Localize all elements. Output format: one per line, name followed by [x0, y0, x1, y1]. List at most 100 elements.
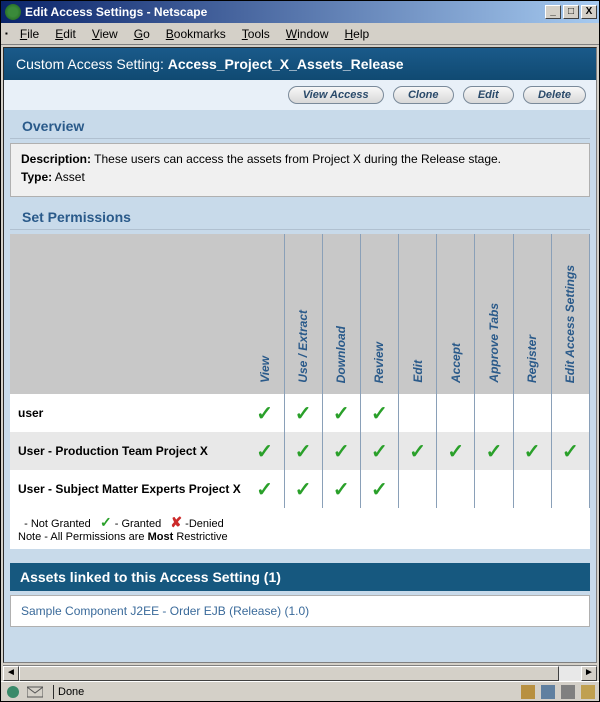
col-use-extract: Use / Extract: [284, 234, 322, 394]
menu-go[interactable]: Go: [126, 25, 158, 43]
header-prefix: Custom Access Setting:: [16, 56, 168, 72]
check-icon: ✓: [562, 441, 579, 463]
tray-icon-1[interactable]: [521, 685, 535, 699]
check-icon: ✓: [409, 441, 426, 463]
permission-cell: [475, 470, 513, 508]
check-icon: ✓: [447, 441, 464, 463]
check-icon: ✓: [333, 403, 350, 425]
check-icon: ✓: [333, 441, 350, 463]
titlebar: Edit Access Settings - Netscape _ □ X: [1, 1, 599, 23]
check-icon: ✓: [256, 403, 273, 425]
legend-note-suffix: Restrictive: [173, 531, 227, 543]
col-edit-access-settings: Edit Access Settings: [551, 234, 589, 394]
scroll-right-arrow-icon[interactable]: ►: [581, 666, 597, 681]
window-title: Edit Access Settings - Netscape: [25, 5, 207, 19]
type-value: Asset: [55, 170, 85, 184]
content-area: Custom Access Setting: Access_Project_X_…: [3, 47, 597, 663]
permission-cell: ✓: [284, 470, 322, 508]
permissions-header-empty: [10, 234, 246, 394]
scroll-thumb[interactable]: [19, 666, 559, 681]
permissions-legend: - Not Granted ✓ - Granted ✘ -Denied Note…: [10, 508, 590, 549]
header-name: Access_Project_X_Assets_Release: [168, 56, 404, 72]
action-row: View Access Clone Edit Delete: [4, 80, 596, 110]
permission-cell: ✓: [360, 394, 398, 432]
check-icon: ✓: [256, 479, 273, 501]
menu-help[interactable]: Help: [336, 25, 377, 43]
permission-cell: [399, 394, 437, 432]
row-label: User - Production Team Project X: [10, 432, 246, 470]
mail-status-icon[interactable]: [27, 684, 43, 700]
lock-icon[interactable]: [581, 685, 595, 699]
clone-button[interactable]: Clone: [393, 86, 454, 104]
permission-cell: [513, 470, 551, 508]
permission-cell: ✓: [246, 394, 284, 432]
close-button[interactable]: X: [581, 5, 597, 19]
check-icon: ✓: [295, 441, 312, 463]
tray-icon-2[interactable]: [541, 685, 555, 699]
table-row: User - Subject Matter Experts Project X✓…: [10, 470, 590, 508]
permission-cell: ✓: [246, 470, 284, 508]
menu-view[interactable]: View: [84, 25, 126, 43]
menubar: ▪ File Edit View Go Bookmarks Tools Wind…: [1, 23, 599, 45]
col-register: Register: [513, 234, 551, 394]
permission-cell: ✓: [246, 432, 284, 470]
edit-button[interactable]: Edit: [463, 86, 514, 104]
tray-icon-3[interactable]: [561, 685, 575, 699]
page-header: Custom Access Setting: Access_Project_X_…: [4, 48, 596, 80]
scroll-left-arrow-icon[interactable]: ◄: [3, 666, 19, 681]
permission-cell: ✓: [360, 432, 398, 470]
row-label: user: [10, 394, 246, 432]
col-accept: Accept: [437, 234, 475, 394]
check-icon: ✓: [295, 403, 312, 425]
menu-file[interactable]: File: [12, 25, 47, 43]
check-icon: ✓: [371, 441, 388, 463]
status-text: Done: [58, 686, 84, 698]
permission-cell: ✓: [437, 432, 475, 470]
overview-box: Description: These users can access the …: [10, 143, 590, 197]
maximize-button[interactable]: □: [563, 5, 579, 19]
asset-item[interactable]: Sample Component J2EE - Order EJB (Relea…: [21, 604, 309, 618]
minimize-button[interactable]: _: [545, 5, 561, 19]
check-icon: ✓: [486, 441, 503, 463]
permission-cell: [513, 394, 551, 432]
permission-cell: [437, 394, 475, 432]
menubar-grip-icon: ▪: [5, 29, 8, 38]
permissions-header-row: View Use / Extract Download Review Edit …: [10, 234, 590, 394]
assets-heading: Assets linked to this Access Setting (1): [10, 563, 590, 591]
permission-cell: [551, 394, 589, 432]
permissions-table-wrap: View Use / Extract Download Review Edit …: [10, 234, 590, 549]
permission-cell: [399, 470, 437, 508]
permission-cell: ✓: [322, 432, 360, 470]
app-icon: [5, 4, 21, 20]
permissions-heading: Set Permissions: [10, 201, 590, 230]
legend-note-prefix: Note - All Permissions are: [18, 531, 148, 543]
check-icon: ✓: [100, 514, 112, 530]
permission-cell: ✓: [475, 432, 513, 470]
menu-bookmarks[interactable]: Bookmarks: [158, 25, 234, 43]
check-icon: ✓: [256, 441, 273, 463]
permission-cell: ✓: [513, 432, 551, 470]
legend-not-granted: - Not Granted: [24, 518, 91, 530]
view-access-button[interactable]: View Access: [288, 86, 384, 104]
delete-button[interactable]: Delete: [523, 86, 586, 104]
menu-edit[interactable]: Edit: [47, 25, 84, 43]
netscape-status-icon: [5, 684, 21, 700]
permission-cell: ✓: [399, 432, 437, 470]
overview-heading: Overview: [10, 110, 590, 139]
col-edit: Edit: [399, 234, 437, 394]
menu-tools[interactable]: Tools: [234, 25, 278, 43]
check-icon: ✓: [333, 479, 350, 501]
permission-cell: ✓: [322, 470, 360, 508]
check-icon: ✓: [295, 479, 312, 501]
permission-cell: [551, 470, 589, 508]
permission-cell: ✓: [322, 394, 360, 432]
scroll-track[interactable]: [19, 666, 581, 681]
description-text: These users can access the assets from P…: [94, 152, 501, 166]
permission-cell: [437, 470, 475, 508]
check-icon: ✓: [371, 479, 388, 501]
horizontal-scrollbar[interactable]: ◄ ►: [3, 665, 597, 681]
legend-denied: -Denied: [185, 518, 224, 530]
assets-box: Sample Component J2EE - Order EJB (Relea…: [10, 595, 590, 627]
menu-window[interactable]: Window: [278, 25, 337, 43]
col-view: View: [246, 234, 284, 394]
